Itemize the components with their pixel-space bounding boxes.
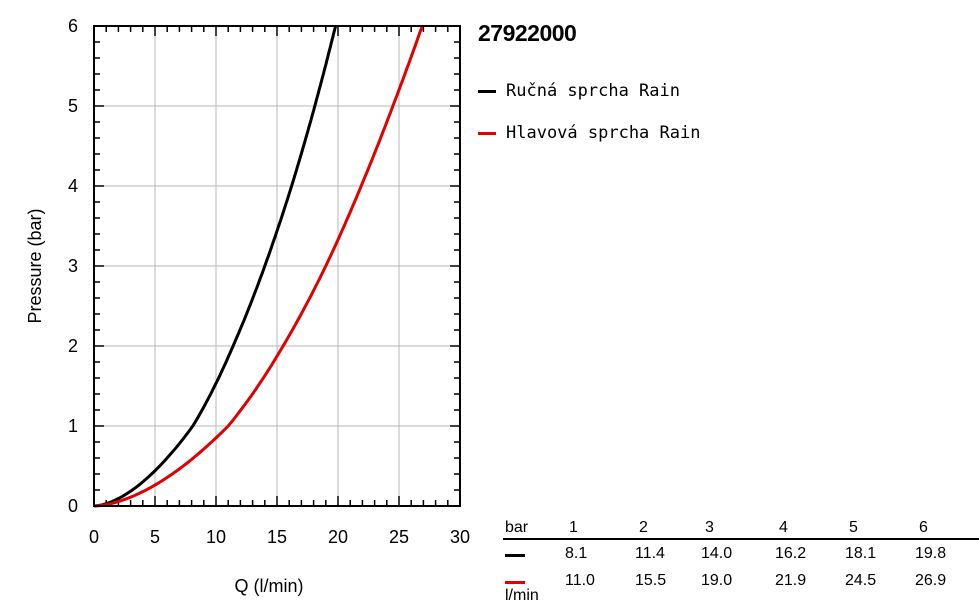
table-pressure-4: 5 <box>849 519 858 536</box>
table-cell-r0-c2: 14.0 <box>701 545 733 562</box>
legend-item-1: Hlavová sprcha Rain <box>478 120 700 146</box>
legend-label-0: Ručná sprcha Rain <box>506 81 680 101</box>
legend-swatch-1 <box>478 131 496 135</box>
legend-item-0: Ručná sprcha Rain <box>478 78 700 104</box>
table-pressure-0: 1 <box>569 519 578 536</box>
y-tick-label-3: 3 <box>68 256 78 276</box>
table-cell-r0-c4: 18.1 <box>845 545 877 562</box>
x-tick-label-0: 0 <box>89 527 99 547</box>
table-cell-r0-c1: 11.4 <box>635 545 665 562</box>
table-pressure-3: 4 <box>779 519 788 536</box>
x-axis-title: Q (l/min) <box>235 576 304 596</box>
y-tick-label-0: 0 <box>68 496 78 516</box>
table-cell-r1-c4: 24.5 <box>845 572 877 589</box>
x-tick-label-1: 5 <box>150 527 160 547</box>
y-tick-label-6: 6 <box>68 16 78 36</box>
table-pressure-2: 3 <box>705 519 714 536</box>
y-tick-label-2: 2 <box>68 336 78 356</box>
table-unit-flow: l/min <box>505 587 539 604</box>
x-tick-label-5: 25 <box>389 527 409 547</box>
table-header-rule <box>503 538 979 540</box>
table-cell-r1-c2: 19.0 <box>701 572 733 589</box>
x-tick-label-3: 15 <box>267 527 287 547</box>
table-cell-r0-c5: 19.8 <box>915 545 947 562</box>
x-tick-label-4: 20 <box>328 527 348 547</box>
y-axis-title: Pressure (bar) <box>25 208 45 323</box>
plot-frame <box>93 25 461 507</box>
legend-swatch-0 <box>478 89 496 93</box>
table-pressure-1: 2 <box>639 519 648 536</box>
chart-title: 27922000 <box>478 20 577 46</box>
table-row-swatch-1 <box>505 581 525 584</box>
series-line-1 <box>93 25 424 508</box>
table-unit-bar: bar <box>505 519 529 536</box>
y-tick-label-5: 5 <box>68 96 78 116</box>
table-cell-r1-c1: 15.5 <box>635 572 667 589</box>
table-cell-r1-c3: 21.9 <box>775 572 807 589</box>
series-line-0 <box>93 25 338 508</box>
y-tick-label-1: 1 <box>68 416 78 436</box>
flow-data-table: bar l/min 1 2 3 4 5 6 8.1 11.4 14.0 16.2 18.1 19.8 1… <box>503 517 979 614</box>
y-tick-label-4: 4 <box>68 176 78 196</box>
legend: Ručná sprcha Rain Hlavová sprcha Rain <box>478 78 700 162</box>
x-tick-label-6: 30 <box>450 527 470 547</box>
table-cell-r1-c0: 11.0 <box>565 572 595 589</box>
table-cell-r0-c0: 8.1 <box>565 545 588 562</box>
legend-label-1: Hlavová sprcha Rain <box>506 123 701 143</box>
table-pressure-5: 6 <box>919 519 928 536</box>
table-cell-r1-c5: 26.9 <box>915 572 947 589</box>
table-row-swatch-0 <box>505 554 525 557</box>
x-tick-label-2: 10 <box>206 527 226 547</box>
table-cell-r0-c3: 16.2 <box>775 545 807 562</box>
